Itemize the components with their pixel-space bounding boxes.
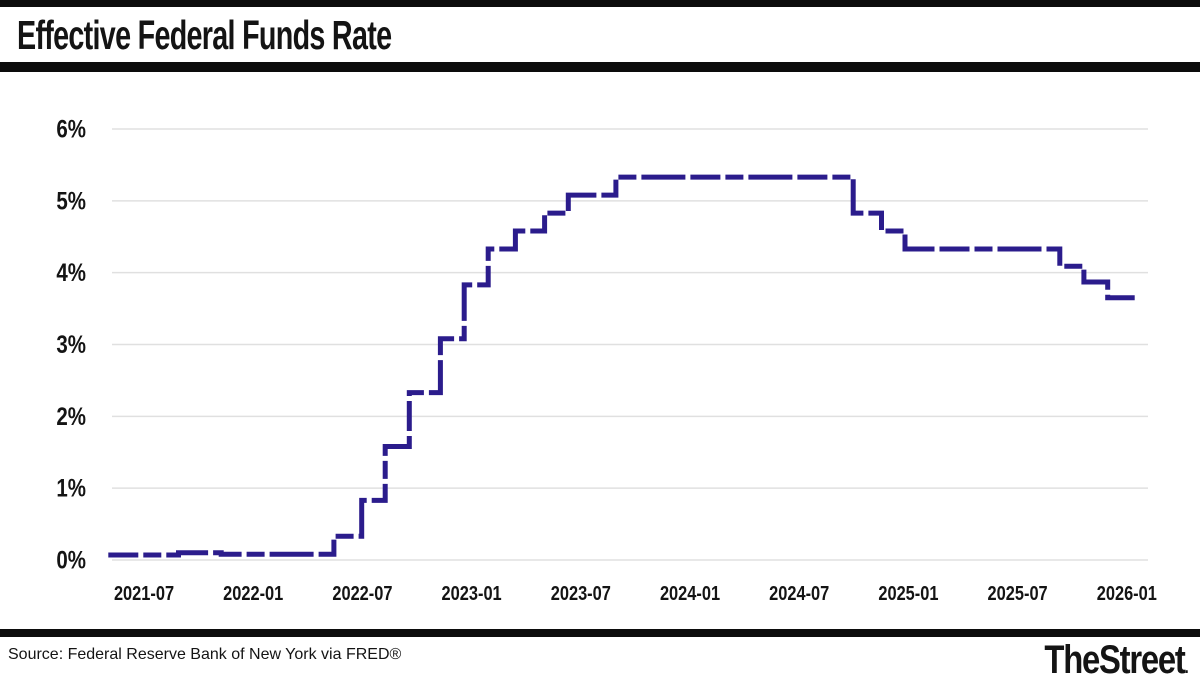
y-axis-tick-label: 6% bbox=[56, 115, 86, 143]
x-axis-tick-label: 2021-07 bbox=[114, 581, 174, 604]
x-axis-tick-label: 2024-07 bbox=[769, 581, 829, 604]
y-axis-tick-label: 3% bbox=[56, 330, 86, 358]
effr-series-line bbox=[108, 174, 1137, 558]
x-axis-tick-label: 2023-07 bbox=[551, 581, 611, 604]
source-note: Source: Federal Reserve Bank of New York… bbox=[8, 646, 402, 663]
gridlines bbox=[112, 128, 1148, 561]
x-axis-tick-label: 2022-01 bbox=[223, 581, 283, 604]
brand-logo-dot: . bbox=[1185, 657, 1189, 677]
brand-logo-text: TheStreet bbox=[1044, 638, 1186, 682]
y-axis-labels: 0% 1% 2% 3% 4% 5% 6% bbox=[56, 115, 86, 574]
top-rule-bar bbox=[0, 0, 1200, 7]
title-divider-bar bbox=[0, 62, 1200, 72]
x-axis-tick-label: 2025-07 bbox=[988, 581, 1048, 604]
x-axis-tick-label: 2026-01 bbox=[1097, 581, 1157, 604]
x-axis-tick-label: 2023-01 bbox=[442, 581, 502, 604]
x-axis-labels: 2021-07 2022-01 2022-07 2023-01 2023-07 2024-… bbox=[114, 581, 1157, 604]
page-title: Effective Federal Funds Rate bbox=[17, 12, 392, 58]
y-axis-tick-label: 0% bbox=[56, 546, 86, 574]
x-axis-tick-label: 2024-01 bbox=[660, 581, 720, 604]
x-axis-tick-label: 2022-07 bbox=[332, 581, 392, 604]
footer-rule-bar bbox=[0, 629, 1200, 637]
y-axis-tick-label: 2% bbox=[56, 402, 86, 430]
y-axis-tick-label: 1% bbox=[56, 474, 86, 502]
y-axis-tick-label: 5% bbox=[56, 186, 86, 214]
brand-logo: TheStreet. bbox=[1044, 638, 1189, 687]
x-axis-tick-label: 2025-01 bbox=[878, 581, 938, 604]
y-axis-tick-label: 4% bbox=[56, 258, 86, 286]
